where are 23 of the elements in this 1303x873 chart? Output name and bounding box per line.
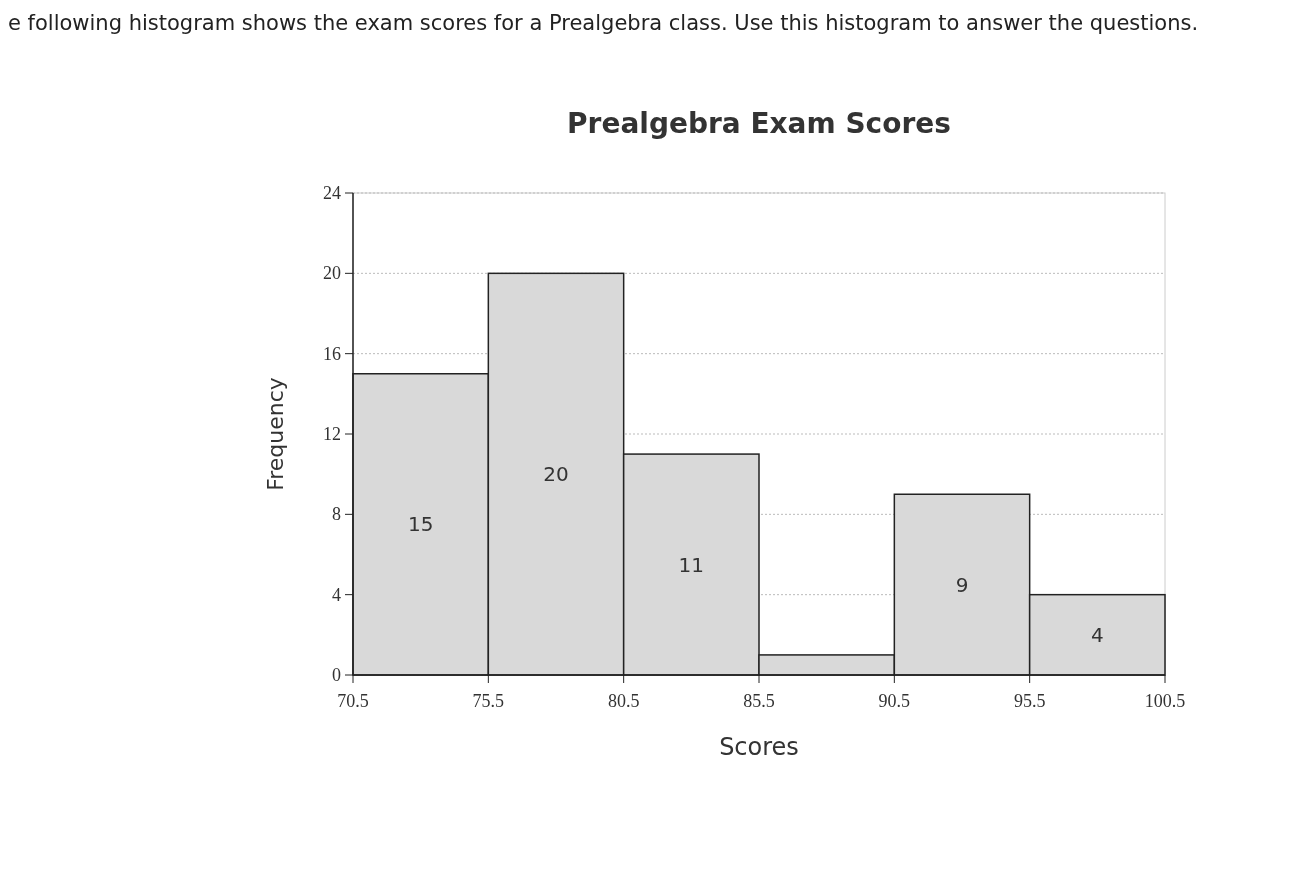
y-tick-label: 4 <box>332 584 341 605</box>
x-tick-label: 75.5 <box>472 691 505 711</box>
x-axis-title: Scores <box>719 733 799 761</box>
chart-subtitle: e following histogram shows the exam scores for a Prealgebra class. Use this histogram to answer the questions. <box>8 11 1199 35</box>
data-label: 9 <box>955 572 969 597</box>
y-tick-label: 12 <box>323 424 341 444</box>
y-tick-label: 24 <box>323 183 341 203</box>
x-tick-label: 100.5 <box>1144 691 1186 711</box>
y-tick-label: 0 <box>332 665 341 685</box>
y-tick-label: 20 <box>323 263 341 284</box>
x-tick-label: 95.5 <box>1013 691 1046 711</box>
x-tick-label: 80.5 <box>607 691 640 711</box>
x-tick-label: 85.5 <box>743 691 775 711</box>
data-label: 20 <box>543 462 569 487</box>
data-label: 4 <box>1090 622 1104 647</box>
y-axis-title: Frequency <box>263 377 288 491</box>
x-tick-label: 90.5 <box>878 691 911 711</box>
data-label: 11 <box>678 552 705 577</box>
chart-title: Prealgebra Exam Scores <box>567 107 951 140</box>
y-tick-label: 16 <box>323 343 341 364</box>
y-tick-label: 8 <box>332 504 341 525</box>
data-label: 15 <box>407 512 434 537</box>
x-tick-label: 70.5 <box>337 691 369 711</box>
